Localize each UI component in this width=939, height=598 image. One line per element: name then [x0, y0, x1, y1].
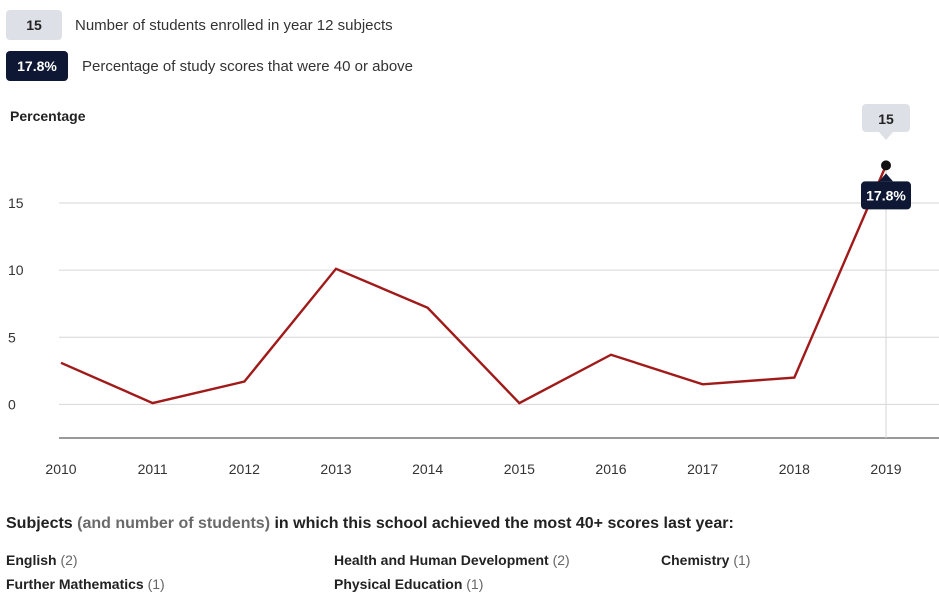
line-chart: Percentage 0 5 10 15 2010 2011 2012 2013 2014 201…: [8, 104, 939, 477]
x-tick-label: 2011: [138, 461, 168, 477]
subject-count: (1): [466, 576, 484, 592]
subject-item-physical-education: Physical Education (1): [334, 576, 483, 592]
percentage-badge: 17.8%: [6, 51, 68, 81]
subject-item-english: English (2): [6, 552, 78, 568]
x-tick-label: 2018: [779, 461, 810, 477]
tooltip-students-text: 15: [878, 111, 894, 127]
tooltip-percentage-badge: [861, 181, 911, 210]
tooltip-students-pointer: [879, 132, 893, 140]
legend-students: 15 Number of students enrolled in year 1…: [6, 10, 393, 40]
x-tick-label: 2013: [320, 461, 351, 477]
subject-name: Health and Human Development: [334, 552, 549, 568]
subjects-title-rest: in which this school achieved the most 4…: [274, 515, 734, 532]
percentage-legend-label: Percentage of study scores that were 40 …: [82, 57, 414, 75]
subject-name: Chemistry: [661, 552, 730, 568]
series-line: [60, 164, 888, 405]
y-tick-label: 0: [8, 396, 16, 412]
x-tick-label: 2015: [504, 461, 535, 477]
subject-count: (1): [147, 576, 165, 592]
y-tick-label: 15: [8, 195, 24, 211]
subject-name: Physical Education: [334, 576, 463, 592]
x-tick-label: 2016: [595, 461, 626, 477]
subject-count: (2): [60, 552, 78, 568]
tooltip-percentage-pointer: [879, 173, 893, 182]
subject-item-further-mathematics: Further Mathematics (1): [6, 576, 165, 592]
x-tick-label: 2010: [45, 461, 76, 477]
subject-name: Further Mathematics: [6, 576, 144, 592]
legend-percentage: 17.8% Percentage of study scores that we…: [6, 51, 413, 81]
subject-item-health: Health and Human Development (2): [334, 552, 570, 568]
x-tick-label: 2012: [229, 461, 260, 477]
subject-count: (1): [733, 552, 751, 568]
subject-item-chemistry: Chemistry (1): [661, 552, 750, 568]
y-tick-label: 5: [8, 329, 16, 345]
x-tick-label: 2014: [412, 461, 443, 477]
students-badge: 15: [6, 10, 62, 40]
subject-count: (2): [552, 552, 570, 568]
x-tick-label: 2017: [687, 461, 718, 477]
students-legend-label: Number of students enrolled in year 12 s…: [75, 16, 393, 34]
y-axis-label: Percentage: [10, 108, 86, 124]
subjects-title: Subjects (and number of students) in whi…: [6, 515, 734, 533]
subject-name: English: [6, 552, 57, 568]
subjects-title-muted: (and number of students): [77, 515, 271, 532]
highlight-point[interactable]: [881, 160, 891, 171]
x-tick-label: 2019: [870, 461, 901, 477]
y-tick-label: 10: [8, 262, 24, 278]
tooltip-students-badge: [862, 104, 910, 132]
tooltip-percentage-text: 17.8%: [866, 187, 906, 203]
subjects-title-bold: Subjects: [6, 515, 73, 532]
